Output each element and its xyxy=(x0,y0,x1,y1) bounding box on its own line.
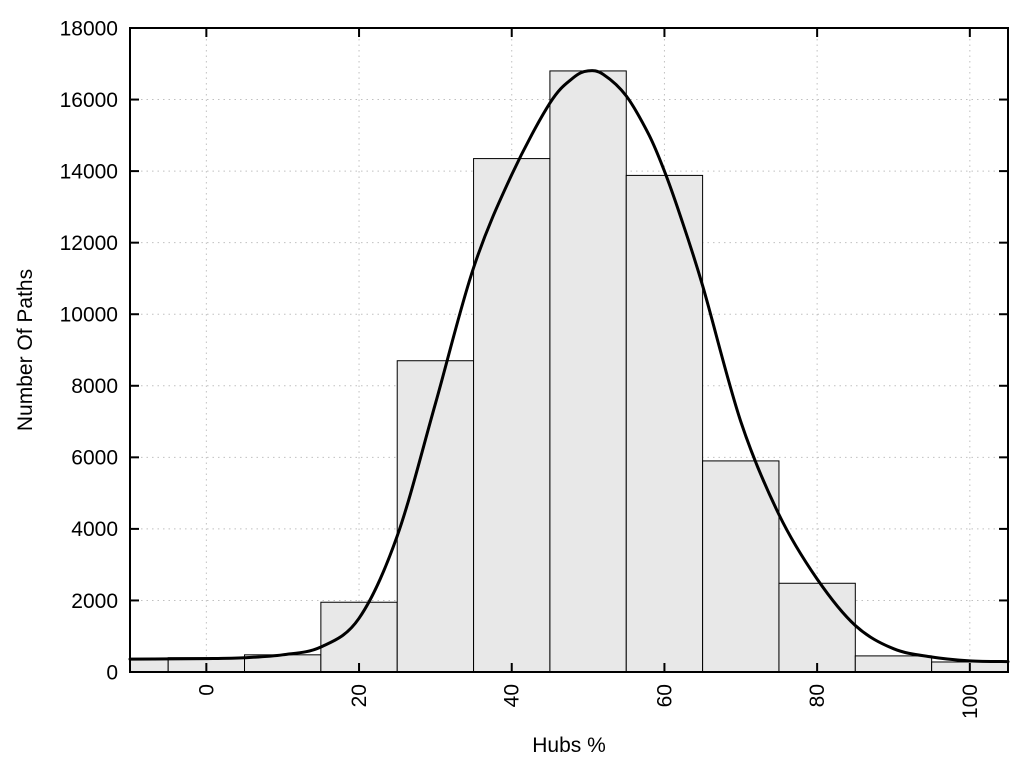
histogram-bar xyxy=(702,460,780,673)
histogram-bar xyxy=(854,655,933,673)
histogram-bar xyxy=(625,174,704,673)
y-tick-label: 12000 xyxy=(60,232,118,255)
x-tick-label: 0 xyxy=(195,684,218,696)
density-curve xyxy=(128,69,1010,664)
plot-border xyxy=(129,27,1009,673)
histogram-bar xyxy=(396,360,475,673)
y-tick-label: 0 xyxy=(106,661,118,684)
y-tick-label: 8000 xyxy=(71,375,118,398)
x-tick-label: 80 xyxy=(806,684,829,707)
y-tick-label: 6000 xyxy=(71,447,118,470)
y-tick-label: 4000 xyxy=(71,518,118,541)
histogram-bar xyxy=(778,582,856,673)
x-tick-label: 100 xyxy=(959,684,982,719)
histogram-bar xyxy=(320,601,398,673)
y-tick-label: 2000 xyxy=(71,590,118,613)
histogram-bar xyxy=(473,158,551,673)
y-tick-label: 14000 xyxy=(60,160,118,183)
y-tick-label: 18000 xyxy=(60,17,118,40)
x-tick-label: 40 xyxy=(501,684,524,707)
y-tick-label: 10000 xyxy=(60,304,118,327)
y-axis-title: Number Of Paths xyxy=(14,268,37,432)
histogram-bar xyxy=(549,70,627,673)
x-tick-label: 20 xyxy=(348,684,371,707)
x-axis-title: Hubs % xyxy=(532,734,606,757)
y-tick-label: 16000 xyxy=(60,89,118,112)
x-tick-label: 60 xyxy=(653,684,676,707)
